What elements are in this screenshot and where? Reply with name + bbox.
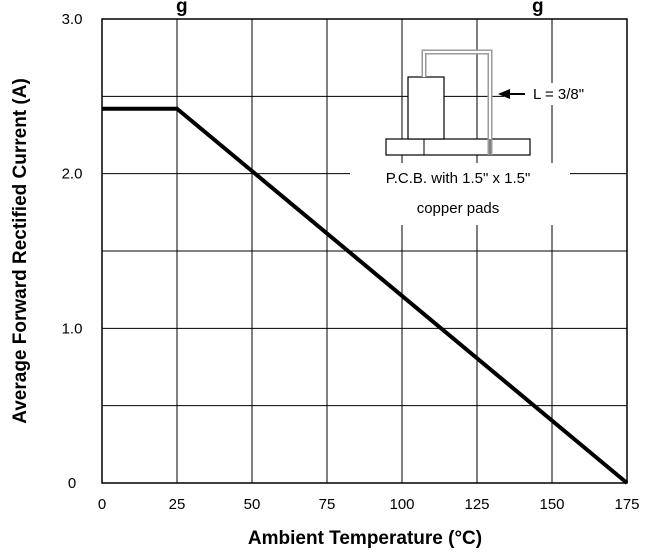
x-tick-label: 125	[464, 496, 489, 513]
x-tick-label: 75	[319, 496, 336, 513]
x-tick-label: 50	[244, 496, 261, 513]
plot-frame	[101, 18, 628, 484]
x-tick-label: 100	[389, 496, 414, 513]
pcb-label-line2: copper pads	[417, 200, 500, 217]
lead-length-label: L = 3/8"	[533, 86, 584, 103]
x-tick-label: 25	[169, 496, 186, 513]
lead-wire-core	[423, 51, 491, 155]
y-axis-ticks: 0 1.0 2.0 3.0	[62, 11, 83, 492]
diode-body	[407, 76, 445, 140]
mounting-diagram: L = 3/8" P.C.B. with 1.5" x 1.5" copper …	[350, 49, 640, 225]
pcb-label-line1: P.C.B. with 1.5" x 1.5"	[386, 170, 531, 187]
pcb-board	[385, 138, 531, 156]
chart-title-fragment-left: g	[176, 0, 188, 17]
derating-curve	[102, 106, 629, 485]
x-tick-label: 150	[539, 496, 564, 513]
x-axis-ticks: 0 25 50 75 100 125 150 175	[98, 496, 640, 513]
y-tick-label: 3.0	[62, 11, 83, 28]
x-axis-title: Ambient Temperature (°C)	[248, 528, 482, 549]
series-layer	[102, 106, 629, 485]
y-tick-label: 0	[68, 475, 76, 492]
pcb-label-bg	[350, 163, 570, 225]
x-tick-label: 0	[98, 496, 106, 513]
y-axis-title: Average Forward Rectified Current (A)	[10, 78, 31, 424]
lead-label-bg	[504, 83, 640, 105]
x-tick-label: 175	[614, 496, 639, 513]
y-tick-label: 2.0	[62, 166, 83, 183]
chart-title-fragment-right: g	[532, 0, 544, 17]
y-tick-label: 1.0	[62, 320, 83, 337]
arrow-icon	[498, 89, 510, 99]
